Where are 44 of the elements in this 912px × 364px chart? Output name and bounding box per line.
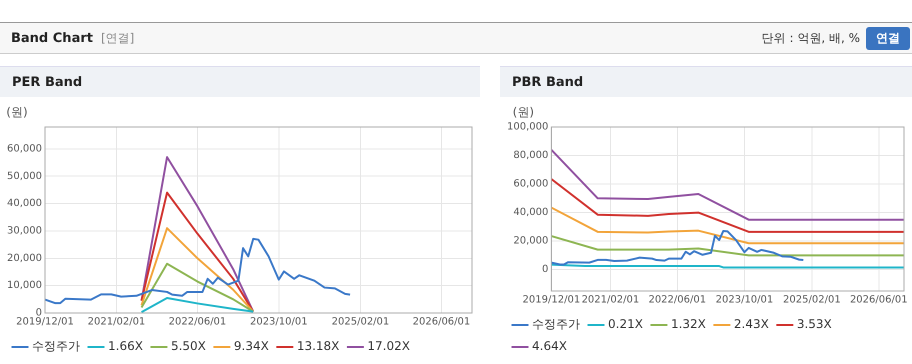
text: [연결]	[100, 30, 134, 46]
legend-label: 4.64X	[532, 339, 567, 354]
x-tick-label: 2023/10/01	[716, 294, 774, 306]
y-tick-label: 60,000	[513, 178, 548, 190]
y-tick-label: 100,000	[506, 122, 548, 133]
y-tick-label: 20,000	[513, 236, 548, 247]
y-tick-label: 60,000	[6, 143, 42, 154]
text: 연결	[866, 26, 910, 50]
x-tick-label: 2023/10/01	[250, 316, 308, 328]
y-tick-label: 80,000	[513, 150, 548, 162]
y-axis-title: (원)	[512, 105, 534, 120]
y-tick-label: 0	[542, 264, 548, 276]
chart-title: PER Band	[0, 66, 480, 97]
y-tick-label: 40,000	[6, 198, 42, 210]
legend-label: 1.66X	[108, 339, 143, 354]
x-tick-label: 2021/02/01	[582, 294, 640, 306]
y-tick-label: 40,000	[513, 207, 548, 218]
chart-title: PBR Band	[500, 66, 912, 97]
legend-label: 0.21X	[608, 317, 643, 332]
y-tick-label: 50,000	[6, 170, 42, 182]
x-tick-label: 2025/02/01	[783, 294, 841, 306]
x-tick-label: 2026/06/01	[850, 294, 908, 306]
text: Band Chart	[11, 30, 93, 46]
x-tick-label: 2019/12/01	[522, 294, 580, 306]
legend-label: 9.34X	[234, 339, 269, 354]
legend-label: 5.50X	[170, 339, 206, 354]
x-tick-label: 2021/02/01	[88, 316, 146, 328]
y-tick-label: 30,000	[6, 226, 42, 237]
x-tick-label: 2022/06/01	[168, 316, 226, 328]
x-tick-label: 2025/02/01	[332, 316, 390, 328]
x-tick-label: 2022/06/01	[648, 294, 706, 306]
legend-label: 2.43X	[734, 317, 769, 332]
legend-label: 13.18X	[296, 339, 340, 354]
legend-label: 3.53X	[796, 317, 832, 332]
y-tick-label: 10,000	[6, 280, 42, 292]
legend-label: 수정주가	[532, 317, 580, 332]
legend-label: 1.32X	[670, 317, 706, 332]
text: 단위 : 억원, 배, %	[762, 30, 860, 46]
legend-label: 수정주가	[32, 339, 80, 354]
legend-label: 17.02X	[367, 339, 410, 354]
x-tick-label: 2019/12/01	[16, 316, 74, 328]
y-tick-label: 20,000	[6, 252, 42, 264]
y-axis-title: (원)	[6, 105, 28, 120]
x-tick-label: 2026/06/01	[412, 316, 470, 328]
